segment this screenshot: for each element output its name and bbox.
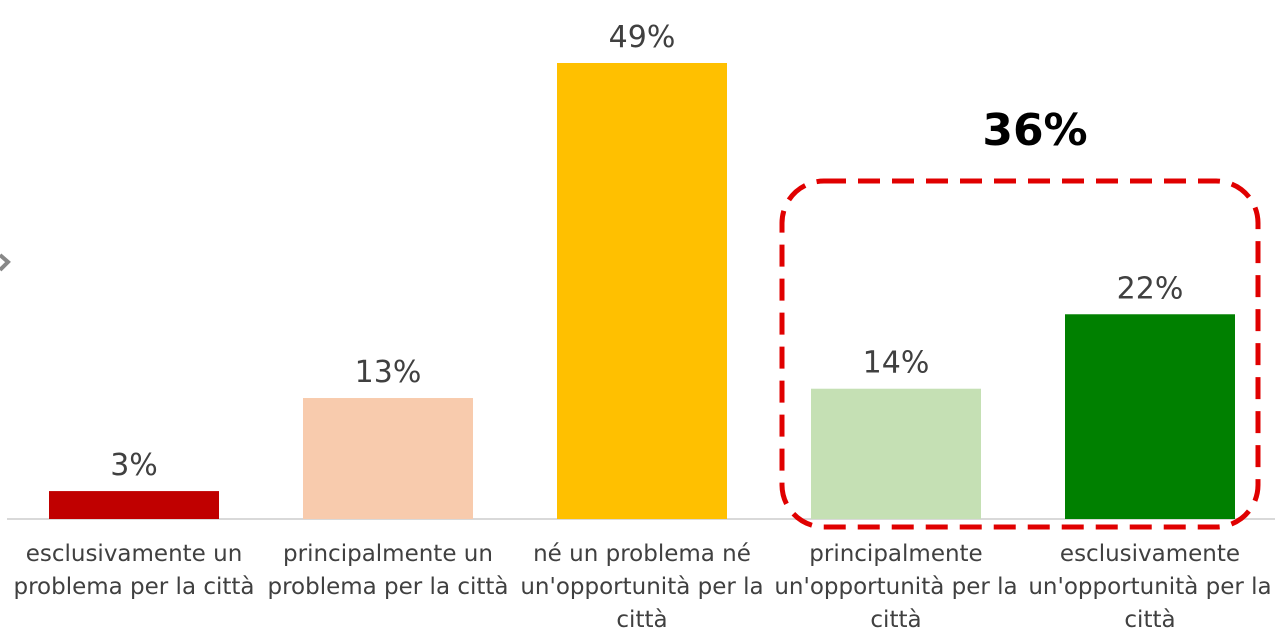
value-label: 14%	[863, 346, 930, 381]
bar	[811, 388, 981, 519]
bar	[303, 398, 473, 519]
x-tick-label: esclusivamente un'opportunità per la cit…	[1028, 541, 1272, 633]
bar	[1065, 314, 1235, 519]
annotation: 36%	[982, 105, 1087, 156]
value-label: 49%	[609, 20, 676, 55]
bar	[557, 63, 727, 519]
x-tick-label: principalmente un problema per la città	[267, 541, 509, 600]
side-arrow	[0, 253, 11, 272]
value-label: 3%	[110, 448, 158, 483]
value-label: 22%	[1117, 271, 1184, 306]
bar	[49, 491, 219, 519]
x-tick-label: esclusivamente un problema per la città	[13, 541, 255, 600]
highlight-box	[779, 178, 1261, 530]
x-tick-label: principalmente un'opportunità per la cit…	[774, 541, 1018, 633]
x-tick-label: né un problema né un'opportunità per la …	[520, 541, 764, 633]
value-label: 13%	[355, 355, 422, 390]
